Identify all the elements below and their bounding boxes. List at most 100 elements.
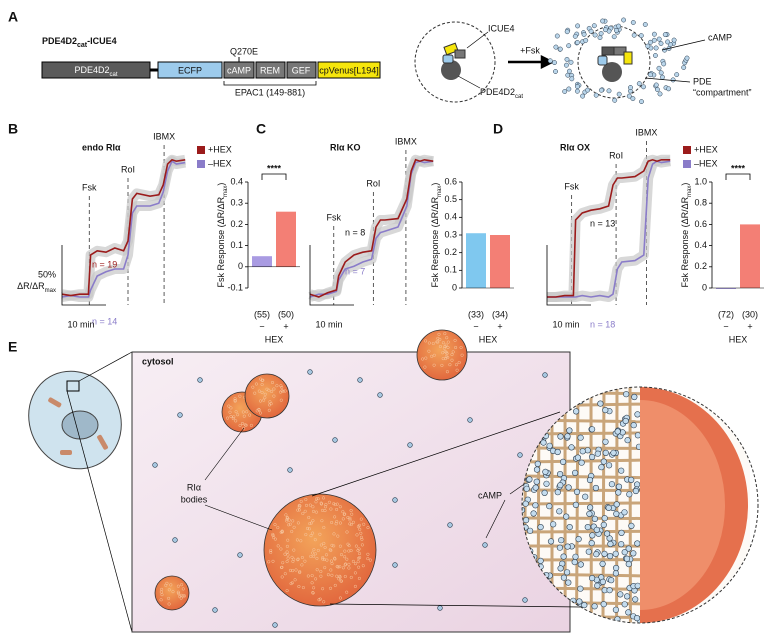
sig-label: ****: [731, 163, 746, 173]
camp-dot: [591, 515, 599, 523]
bracket-label: EPAC1 (149-881): [235, 87, 305, 97]
body-dot: [441, 357, 445, 361]
text-main: Fsk Response (ΔR/ΔR: [680, 196, 690, 287]
body-dot: [251, 385, 255, 389]
scale-y-label: 50%: [38, 269, 56, 279]
camp-dot: [577, 434, 584, 441]
body-dot: [273, 537, 277, 541]
body-dot: [234, 419, 238, 423]
body-dot: [368, 558, 372, 562]
body-dot: [271, 559, 275, 563]
region-label: cytosol: [142, 356, 174, 366]
camp-dot: [641, 84, 646, 90]
body-dot: [272, 536, 276, 540]
stimulus-label: IBMX: [395, 136, 417, 146]
camp-dot: [572, 501, 580, 509]
camp-dot: [357, 377, 363, 383]
camp-dot: [566, 43, 572, 49]
scale-bar: [61, 245, 106, 306]
trace-line: [309, 158, 434, 298]
camp-dot: [557, 482, 564, 489]
camp-dot: [666, 86, 672, 92]
camp-dot: [556, 508, 563, 515]
body-dot: [263, 392, 267, 396]
body-dot: [457, 360, 461, 365]
n-label: n = 7: [345, 266, 365, 276]
camp-dot: [583, 37, 589, 43]
body-dot: [272, 394, 276, 398]
y-tick-label: -0.1: [227, 282, 243, 292]
body-dot: [328, 548, 332, 552]
camp-dot: [670, 77, 676, 83]
camp-dot: [657, 91, 663, 97]
body-dot: [312, 548, 316, 552]
leader: [466, 31, 489, 49]
camp-dot: [575, 84, 580, 90]
body-dot: [296, 557, 300, 561]
camp-dot: [576, 388, 583, 395]
camp-dot: [152, 462, 158, 468]
body-dot: [319, 543, 323, 547]
organelle: [97, 434, 109, 450]
body-dot: [327, 500, 331, 504]
camp-dot: [467, 417, 473, 423]
n-label: n = 19: [92, 259, 117, 269]
scale-x-label: 10 min: [67, 319, 94, 329]
camp-dot: [612, 570, 620, 577]
leader: [457, 75, 481, 89]
body-dot: [432, 363, 436, 367]
body-dot: [323, 566, 327, 570]
camp-dot: [212, 607, 218, 613]
camp-dot: [237, 552, 243, 558]
body-dot: [288, 568, 293, 572]
body-dot: [311, 531, 315, 535]
camp-dot: [571, 558, 578, 566]
body-dot: [460, 353, 464, 357]
camp-dot: [522, 597, 528, 603]
body-dot: [243, 423, 247, 427]
body-dot: [421, 357, 425, 361]
y-tick-label: 0.2: [230, 219, 243, 229]
body-dot: [361, 564, 365, 568]
camp-dot: [552, 60, 557, 66]
body-dot: [238, 423, 242, 428]
body-dot: [317, 598, 321, 602]
camp-dot: [645, 43, 651, 49]
camp-dot: [597, 400, 604, 407]
text-main: Fsk Response (ΔR/ΔR: [216, 196, 226, 287]
camp-dot: [651, 37, 657, 43]
body-dot: [319, 501, 323, 505]
camp-dot: [553, 69, 558, 74]
camp-dot: [566, 427, 573, 434]
body-dot: [333, 515, 337, 519]
body-dot: [311, 591, 315, 595]
schematic-after: [547, 17, 690, 105]
n-label: n = 13: [590, 218, 615, 228]
body-dot: [350, 512, 354, 516]
camp-dot: [558, 537, 565, 544]
count-label: (30): [742, 309, 758, 319]
camp-dot: [588, 574, 596, 582]
body-dot: [330, 520, 334, 525]
text-sub: max: [437, 186, 443, 197]
body-dot: [332, 502, 336, 506]
body-dot: [342, 512, 346, 517]
sensor-shape: [597, 55, 608, 66]
x-axis-label: HEX: [479, 334, 498, 344]
stimulus-label: RoI: [609, 150, 623, 160]
body-dot: [242, 426, 246, 430]
body-dot: [276, 526, 280, 530]
camp-dot: [588, 453, 596, 461]
camp-dot: [681, 65, 687, 70]
zoom-box: [66, 380, 80, 392]
body-dot: [176, 591, 181, 595]
body-dot: [453, 338, 457, 342]
body-dot: [358, 556, 362, 560]
camp-dot: [613, 510, 620, 518]
y-axis-label: Fsk Response (ΔR/ΔRmax): [216, 183, 228, 288]
body-dot: [314, 500, 318, 504]
camp-dot: [600, 521, 607, 529]
nucleus: [61, 410, 99, 440]
camp-dot: [656, 65, 662, 71]
camp-dot: [568, 444, 575, 451]
